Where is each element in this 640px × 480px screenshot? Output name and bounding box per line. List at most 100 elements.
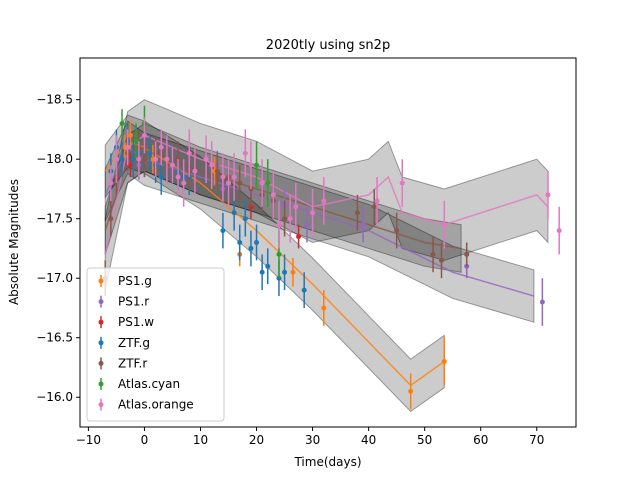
point-marker [192,168,198,174]
data-point [226,159,232,207]
chart-title: 2020tly using sn2p [266,38,390,53]
data-point [282,200,288,237]
point-marker [371,204,377,210]
point-marker [296,234,302,240]
legend: PS1.g PS1.r PS1.w ZTF.g ZTF.r Atlas.cyan Atlas… [86,267,225,422]
data-point [237,224,243,261]
data-point [158,129,164,166]
point-marker [130,156,136,162]
legend-item: ZTF.r [98,356,147,370]
data-point [254,224,260,261]
point-marker [545,192,551,198]
point-marker [310,210,316,216]
data-point [220,153,226,201]
data-point [113,135,119,183]
legend-marker [98,340,104,346]
data-point [248,141,254,189]
point-marker [119,156,125,162]
point-marker [209,162,215,168]
data-point [127,153,133,178]
point-marker [242,150,248,156]
point-marker [441,222,447,228]
data-point [175,159,181,195]
legend-box [86,267,225,422]
point-marker [556,228,562,234]
point-marker [290,269,296,275]
data-point [127,121,133,150]
data-point [296,224,302,249]
point-marker [158,174,164,180]
y-tick-label: −18.0 [36,152,73,166]
y-tick-label: −17.0 [36,271,73,285]
point-marker [254,240,260,245]
data-point [242,200,248,237]
point-marker [321,305,327,311]
data-point [181,159,187,207]
y-tick-label: −16.0 [36,390,73,404]
point-marker [108,180,114,186]
data-point [441,337,447,386]
x-tick-label: 50 [417,433,432,447]
point-marker [237,240,243,245]
point-marker [214,168,220,174]
legend-marker [98,319,104,325]
point-marker [175,174,181,180]
plot-frame [79,57,577,428]
point-marker [304,222,310,228]
point-marker [220,174,226,180]
y-axis-label: Absolute Magnitudes [7,179,21,305]
point-marker [136,156,142,162]
point-marker [127,132,133,138]
data-point [231,153,237,201]
data-point [153,141,159,178]
data-point [290,257,296,287]
point-marker [282,216,288,222]
point-marker [408,388,414,394]
legend-marker [98,381,104,387]
legend-item: Atlas.orange [98,398,194,412]
point-marker [164,156,170,162]
point-marker [248,245,254,251]
legend-marker [98,299,104,305]
data-point [254,141,260,189]
point-marker [464,251,470,257]
legend-marker [98,360,104,366]
point-marker [242,216,248,222]
data-point [237,165,243,201]
data-point [301,272,307,308]
data-point [371,188,377,225]
data-point [248,230,254,267]
point-marker [301,287,307,293]
data-point [130,141,136,178]
legend-marker [98,402,104,408]
point-marker [282,269,288,275]
y-axis-ticks: −18.5 −18.0 −17.5 −17.0 −16.5 −16.0 [36,93,80,404]
point-marker [248,162,254,168]
point-marker [231,210,237,216]
point-marker [153,156,159,162]
x-tick-label: −10 [76,433,101,447]
data-point [119,109,125,138]
point-marker [293,204,299,210]
point-marker [169,162,175,168]
point-marker [430,251,436,257]
data-point [310,188,316,237]
point-marker [259,180,265,186]
legend-label: Atlas.orange [118,398,194,412]
point-marker [276,222,282,228]
point-marker [276,251,282,257]
legend-marker [98,278,104,284]
data-point [408,373,414,410]
data-point [125,129,131,166]
point-marker [158,144,164,150]
point-marker [141,156,147,162]
point-marker [203,156,209,162]
point-marker [394,228,400,234]
data-point [259,159,265,207]
point-marker [133,138,139,144]
data-point [430,236,436,273]
point-marker [399,180,405,186]
point-marker [265,263,271,269]
point-marker [354,210,360,216]
